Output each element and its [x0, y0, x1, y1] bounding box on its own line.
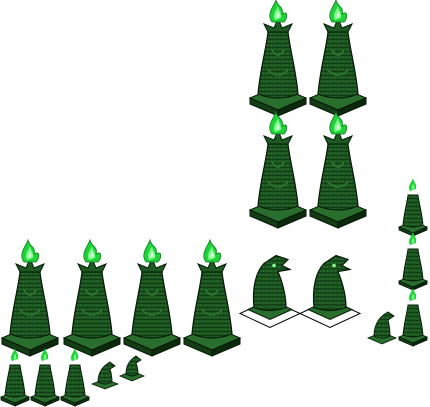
mini-dragon-statue-flame-icon — [60, 347, 90, 407]
dragon-figurine-icon — [90, 361, 120, 390]
dragon-statue-flame-icon — [123, 239, 181, 357]
dragon-statue-flame-icon — [309, 111, 367, 229]
dragon-statue-flame-icon — [1, 239, 59, 357]
dragon-statue-flame-icon — [63, 239, 121, 357]
dragon-figurine-icon — [366, 311, 398, 345]
dragon-head-bust-icon — [299, 254, 361, 329]
dragon-head-bust-icon — [239, 254, 301, 329]
dragon-statue-flame-icon — [249, 111, 307, 229]
mini-dragon-statue-flame-icon — [398, 177, 428, 237]
mini-dragon-statue-flame-icon — [398, 231, 428, 291]
mini-dragon-statue-flame-icon — [398, 287, 428, 347]
dragon-statue-flame-icon — [183, 239, 241, 357]
dragon-statue-flame-icon — [309, 0, 367, 117]
dragon-statue-flame-icon — [249, 0, 307, 117]
dragon-figurine-icon — [118, 355, 146, 382]
mini-dragon-statue-flame-icon — [0, 347, 30, 407]
mini-dragon-statue-flame-icon — [30, 347, 60, 407]
